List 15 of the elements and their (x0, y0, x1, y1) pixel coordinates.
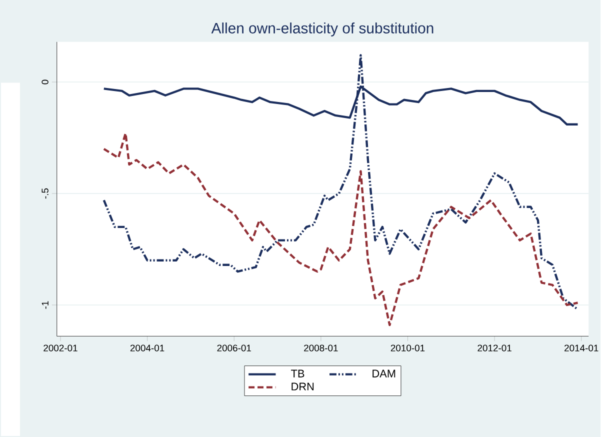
legend-label: DRN (292, 382, 314, 390)
x-tick-label: 2014-01 (564, 344, 598, 352)
x-tick-label: 2008-01 (304, 344, 338, 352)
x-tick-label: 2002-01 (44, 344, 78, 352)
legend-label: TB (291, 370, 304, 378)
y-tick-label: -1 (42, 301, 48, 309)
y-tick-label: -.5 (42, 188, 48, 199)
legend-label: DAM (372, 370, 396, 378)
line-series (102, 132, 579, 326)
x-tick-label: 2012-01 (478, 344, 512, 352)
y-tick-label: 0 (42, 80, 48, 84)
chart-title: Allen own-elasticity of substitution (211, 22, 434, 36)
x-tick-label: 2006-01 (217, 344, 251, 352)
x-tick-label: 2004-01 (130, 344, 164, 352)
x-tick-label: 2010-01 (390, 344, 425, 352)
